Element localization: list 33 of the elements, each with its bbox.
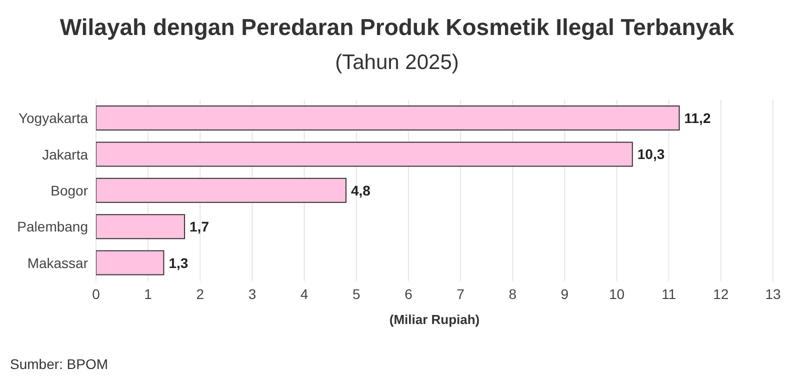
- y-tick-label: Makassar: [27, 254, 88, 271]
- bar: [96, 178, 346, 203]
- x-tick-label: 5: [352, 286, 360, 302]
- x-tick-label: 0: [92, 286, 100, 302]
- chart-title: Wilayah dengan Peredaran Produk Kosmetik Ilegal Terbanyak: [58, 14, 736, 41]
- bar: [96, 214, 186, 240]
- x-tick-label: 8: [508, 286, 517, 302]
- x-tick-label: 10: [608, 286, 625, 302]
- y-tick-label: Bogor: [50, 182, 88, 198]
- data-label: 4,8: [350, 182, 371, 198]
- text: Sumber: BPOM: [10, 356, 108, 372]
- x-axis-title: (Miliar Rupiah): [388, 312, 481, 327]
- x-tick-label: 1: [144, 286, 152, 302]
- bar: [96, 250, 164, 276]
- y-tick-label: Palembang: [17, 218, 88, 235]
- x-tick-label: 12: [713, 286, 729, 302]
- x-tick-label: 9: [560, 286, 569, 302]
- data-label: 1,3: [168, 254, 188, 271]
- x-tick-label: 2: [196, 286, 204, 302]
- x-tick-label: 13: [765, 286, 781, 302]
- data-label: 1,7: [190, 218, 210, 235]
- data-label: 10,3: [637, 146, 665, 162]
- x-tick-label: 4: [300, 286, 308, 302]
- bar: [96, 142, 633, 167]
- x-tick-label: 7: [456, 286, 465, 302]
- data-label: 11,2: [684, 110, 711, 126]
- x-tick-label: 11: [662, 286, 676, 302]
- x-tick-label: 6: [404, 286, 413, 302]
- y-tick-label: Jakarta: [42, 146, 88, 162]
- y-tick-label: Yogyakarta: [18, 110, 88, 126]
- bar: [96, 106, 680, 130]
- x-tick-label: 3: [248, 286, 256, 302]
- chart-subtitle: (Tahun 2025): [334, 51, 460, 75]
